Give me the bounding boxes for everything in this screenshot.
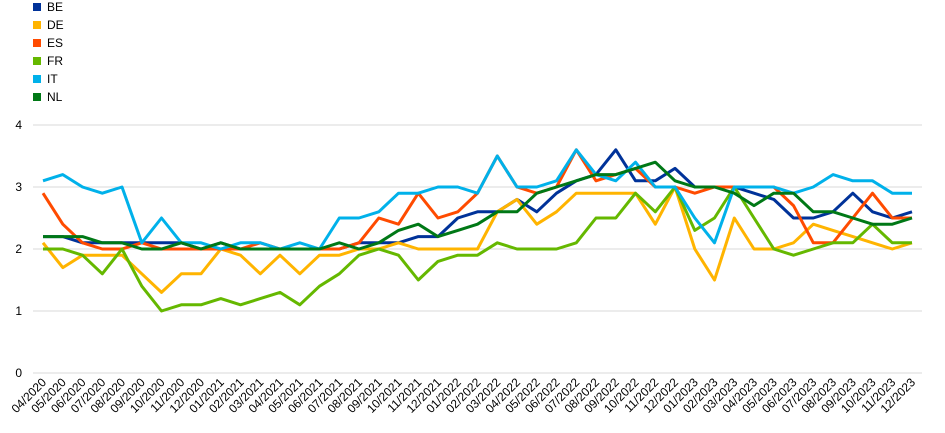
legend-label: DE [47,18,64,32]
y-tick-label: 3 [15,180,22,194]
legend-label: FR [47,54,63,68]
legend-swatch [33,3,41,11]
y-tick-label: 2 [15,242,22,256]
legend-label: NL [47,90,63,104]
legend-swatch [33,57,41,65]
legend-swatch [33,75,41,83]
legend-swatch [33,93,41,101]
legend-label: IT [47,72,58,86]
y-tick-label: 4 [15,118,22,132]
legend-swatch [33,21,41,29]
y-tick-label: 0 [15,366,22,380]
series-line [42,148,912,251]
legend-label: BE [47,0,63,14]
series-line [43,160,913,251]
series-line [43,185,912,313]
legend-swatch [33,39,41,47]
series-line [41,185,913,294]
y-tick-label: 1 [15,304,22,318]
legend-label: ES [47,36,63,50]
